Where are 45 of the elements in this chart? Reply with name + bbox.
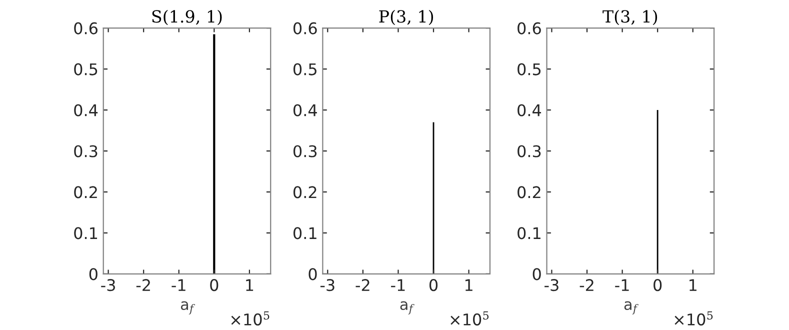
y-tick-label: 0.3	[293, 145, 317, 158]
x-tick-label: 1	[690, 279, 696, 291]
y-tick-label: 0	[308, 268, 317, 280]
x-tick-label: 0	[654, 279, 662, 292]
x-tick-label: -1	[391, 279, 405, 291]
x-tick-label: -3	[544, 279, 558, 292]
y-tick-label: 0.1	[74, 227, 98, 240]
y-tick-label: 0.3	[518, 145, 541, 158]
x-tick-label: -3	[320, 279, 334, 292]
x-tick-label: 0	[210, 279, 218, 292]
x-tick-label: 0	[429, 279, 438, 292]
y-tick-label: 0.6	[293, 22, 317, 34]
y-tick-label: 0.5	[74, 63, 98, 76]
x-axis-title: a$_{f}$	[624, 301, 638, 314]
text: ×10$^{5}$	[231, 311, 270, 326]
y-tick-label: 0.2	[293, 186, 316, 198]
chart-title: P(3, 1)	[379, 10, 434, 26]
y-tick-label: 0.6	[74, 22, 98, 34]
x-tick-label: -2	[136, 279, 150, 291]
y-tick-label: 0.5	[293, 63, 316, 76]
x-tick-label: -2	[356, 279, 370, 291]
chart-title: S(1.9, 1)	[152, 10, 222, 26]
y-tick-label: 0.2	[74, 186, 97, 198]
y-tick-label: 0.6	[518, 22, 541, 34]
y-tick-label: 0.5	[518, 63, 541, 76]
y-tick-label: 0.1	[293, 227, 316, 240]
y-tick-label: 0.4	[293, 104, 317, 116]
y-tick-label: 0.4	[74, 104, 98, 116]
text: ×10$^{5}$	[450, 311, 489, 326]
x-tick-label: -2	[580, 279, 594, 291]
x-tick-label: -1	[172, 279, 186, 291]
x-tick-label: 1	[246, 279, 254, 291]
y-tick-label: 0	[89, 268, 98, 280]
x-axis-title: a$_{f}$	[180, 301, 196, 314]
y-tick-label: 0.4	[518, 104, 542, 116]
y-tick-label: 0.3	[74, 145, 98, 158]
x-tick-label: -3	[101, 279, 115, 292]
y-tick-label: 0	[532, 268, 541, 280]
y-tick-label: 0.1	[518, 227, 540, 240]
text: ×10$^{5}$	[674, 311, 713, 326]
chart-title: T(3, 1)	[602, 10, 658, 26]
y-tick-label: 0.2	[518, 186, 540, 198]
x-tick-label: 1	[465, 279, 472, 291]
x-tick-label: -1	[615, 279, 629, 291]
x-axis-title: a$_{f}$	[400, 301, 414, 314]
